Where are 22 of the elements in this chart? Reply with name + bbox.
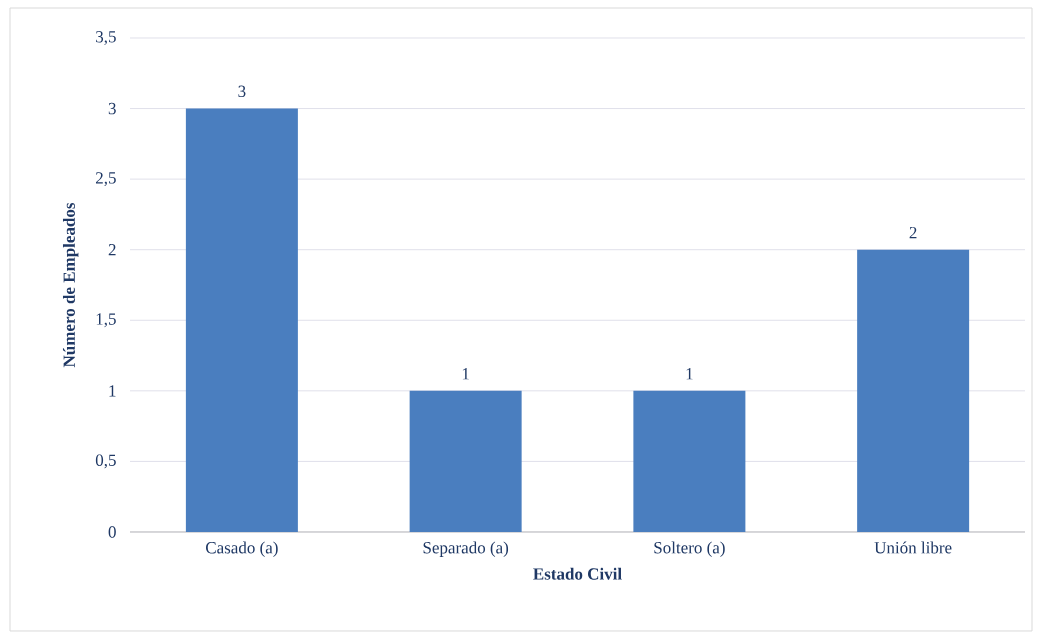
y-tick-label: 1,5 bbox=[96, 313, 116, 328]
y-axis-title: Número de Empleados bbox=[62, 202, 79, 368]
y-tick-label: 3 bbox=[108, 102, 116, 115]
bar bbox=[185, 108, 298, 532]
x-tick-label: Soltero (a) bbox=[654, 541, 725, 557]
y-tick-label: 0 bbox=[108, 526, 116, 538]
y-tick-label: 2 bbox=[108, 244, 116, 256]
x-axis-title: Estado Civil bbox=[533, 567, 622, 580]
data-label: 1 bbox=[462, 368, 469, 380]
x-tick-label: Unión libre bbox=[874, 541, 952, 554]
data-label: 3 bbox=[238, 85, 246, 98]
x-tick-label: Casado (a) bbox=[206, 541, 278, 557]
data-label: 1 bbox=[686, 368, 693, 380]
data-label: 2 bbox=[909, 226, 917, 239]
bar bbox=[409, 390, 522, 532]
y-tick-label: 3,5 bbox=[96, 31, 116, 45]
bar bbox=[857, 249, 970, 532]
y-tick-label: 1 bbox=[109, 385, 116, 397]
y-tick-label: 0,5 bbox=[95, 454, 116, 469]
x-tick-label: Separado (a) bbox=[423, 541, 509, 557]
y-tick-label: 2,5 bbox=[95, 172, 116, 187]
bar bbox=[633, 390, 746, 532]
